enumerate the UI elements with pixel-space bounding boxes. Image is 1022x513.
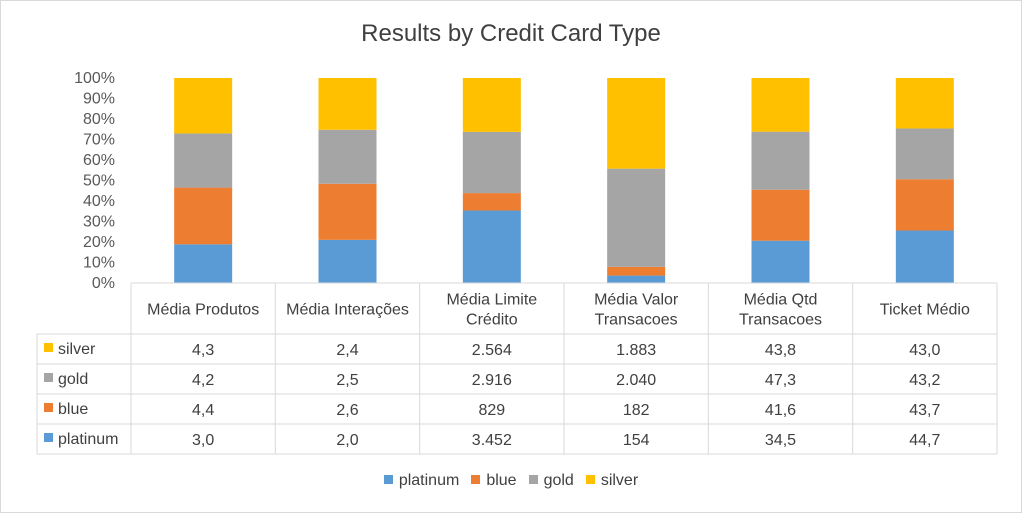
legend-label: platinum (398, 472, 460, 489)
table-cell-value: 829 (478, 402, 505, 419)
y-tick-label: 10% (83, 255, 115, 272)
bar-segment-silver (751, 78, 810, 132)
table-cell-value: 182 (623, 402, 650, 419)
chart-legend: platinum blue gold silver (0, 472, 1022, 490)
y-tick-label: 30% (83, 214, 115, 231)
legend-swatch (528, 475, 538, 484)
table-legend-key-platinum (44, 433, 53, 442)
legend-label: gold (543, 472, 574, 489)
category-label: Média Interações (286, 302, 409, 319)
table-legend-key-silver (44, 343, 53, 352)
bar-segment-gold (462, 131, 521, 194)
table-series-label: gold (58, 371, 88, 388)
table-cell-value: 2,6 (336, 402, 358, 419)
table-cell-value: 4,4 (192, 402, 214, 419)
bar-segment-silver (462, 78, 521, 132)
table-cell-value: 2.040 (616, 372, 656, 389)
legend-item-silver: silver (585, 472, 639, 490)
table-cell-value: 3.452 (472, 432, 512, 449)
bar-segment-gold (318, 129, 377, 184)
table-cell-value: 41,6 (765, 402, 796, 419)
legend-swatch (585, 475, 595, 484)
table-series-label: platinum (58, 431, 118, 448)
table-series-label: silver (58, 341, 96, 358)
y-tick-label: 100% (74, 70, 115, 87)
bar-segment-platinum (751, 240, 810, 283)
category-label: Transacoes (739, 312, 822, 329)
bar-segment-blue (607, 266, 666, 276)
category-label: Média Produtos (147, 302, 259, 319)
legend-label: blue (486, 472, 517, 489)
y-tick-label: 90% (83, 91, 115, 108)
category-label: Transacoes (595, 312, 678, 329)
y-tick-label: 80% (83, 111, 115, 128)
legend-swatch (383, 475, 393, 484)
category-label: Média Qtd (744, 292, 818, 309)
legend-item-platinum: platinum (383, 472, 460, 490)
table-cell-value: 43,2 (909, 372, 940, 389)
table-legend-key-gold (44, 373, 53, 382)
bar-segment-platinum (462, 210, 521, 283)
bar-segment-platinum (607, 275, 666, 283)
y-tick-label: 40% (83, 193, 115, 210)
y-tick-label: 20% (83, 234, 115, 251)
table-cell-value: 4,3 (192, 342, 214, 359)
category-label: Ticket Médio (880, 302, 970, 319)
y-tick-label: 0% (92, 275, 115, 292)
table-cell-value: 4,2 (192, 372, 214, 389)
table-cell-value: 1.883 (616, 342, 656, 359)
bar-segment-platinum (318, 239, 377, 283)
legend-item-gold: gold (528, 472, 574, 490)
bar-segment-silver (895, 78, 954, 129)
table-cell-value: 44,7 (909, 432, 940, 449)
bar-segment-silver (318, 78, 377, 130)
table-cell-value: 47,3 (765, 372, 796, 389)
legend-item-blue: blue (471, 472, 517, 490)
table-cell-value: 43,0 (909, 342, 940, 359)
table-series-label: blue (58, 401, 88, 418)
table-cell-value: 2.564 (472, 342, 512, 359)
table-cell-value: 2.916 (472, 372, 512, 389)
bar-segment-blue (751, 189, 810, 241)
y-tick-label: 70% (83, 132, 115, 149)
bar-segment-gold (895, 128, 954, 180)
table-cell-value: 2,0 (336, 432, 358, 449)
bar-segment-platinum (895, 230, 954, 283)
category-label: Média Limite (446, 292, 537, 309)
table-cell-value: 3,0 (192, 432, 214, 449)
y-tick-label: 60% (83, 152, 115, 169)
bar-segment-blue (318, 183, 377, 240)
table-cell-value: 43,8 (765, 342, 796, 359)
legend-swatch (471, 475, 481, 484)
bar-segment-silver (607, 78, 666, 169)
bar-segment-gold (174, 133, 233, 188)
table-cell-value: 2,4 (336, 342, 358, 359)
legend-label: silver (600, 472, 639, 489)
category-label: Crédito (466, 312, 518, 329)
table-cell-value: 154 (623, 432, 650, 449)
bar-segment-platinum (174, 244, 233, 283)
y-tick-label: 50% (83, 173, 115, 190)
chart-title: Results by Credit Card Type (361, 20, 661, 47)
bar-segment-blue (895, 179, 954, 231)
table-cell-value: 34,5 (765, 432, 796, 449)
table-cell-value: 2,5 (336, 372, 358, 389)
table-cell-value: 43,7 (909, 402, 940, 419)
bar-segment-silver (174, 78, 233, 134)
bar-segment-blue (174, 187, 233, 245)
bar-segment-gold (751, 131, 810, 190)
bar-segment-gold (607, 168, 666, 267)
bar-segment-blue (462, 193, 521, 211)
table-legend-key-blue (44, 403, 53, 412)
category-label: Média Valor (594, 292, 679, 309)
